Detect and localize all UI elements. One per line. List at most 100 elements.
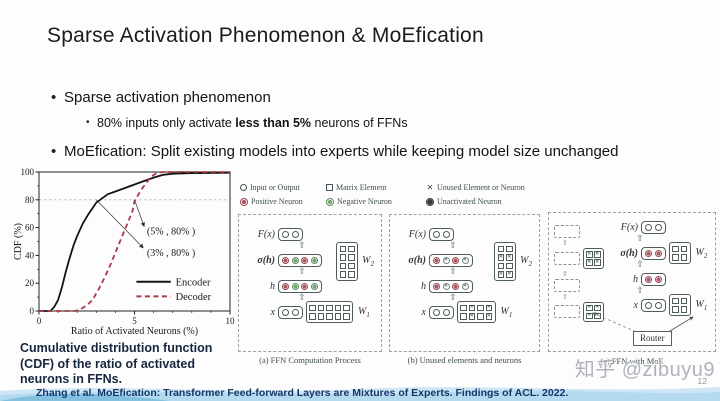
bottom-wave: Zhang et al. MoEfication: Transformer Fe… <box>0 379 720 401</box>
matrix-cell <box>309 304 316 311</box>
caption-panel-a: (a) FFN Computation Process <box>259 355 361 365</box>
wave-graphic <box>0 387 720 401</box>
matrix-cell <box>506 262 513 269</box>
io-neuron <box>282 308 289 316</box>
ffn-row: h <box>612 271 715 287</box>
matrix-cell <box>460 304 467 311</box>
panel-ffn-computation: F(x) ⇧ σ(h) ⇧ h ⇧ x W1 W2 <box>238 214 382 352</box>
svg-text:(3% , 80% ): (3% , 80% ) <box>147 248 195 259</box>
weight-label: W1 <box>695 298 708 312</box>
weight-matrix: ✕ ✕ ✕ ✕ <box>494 242 517 281</box>
up-arrow-icon: ⇧ <box>449 241 457 251</box>
crossed-cell: ✕ <box>497 270 505 278</box>
io-neuron <box>433 230 440 238</box>
matrix-cell <box>680 306 687 313</box>
neuron-pill <box>278 279 322 293</box>
io-neuron <box>282 230 289 238</box>
neuron-pill <box>278 227 303 241</box>
crossed-cell: ✕ <box>594 312 601 319</box>
legend-item: Matrix Element <box>326 181 426 194</box>
weight-label: W2 <box>695 246 708 260</box>
bullet-text: MoEfication: Split existing models into … <box>64 143 619 160</box>
matrix-cell <box>680 254 687 261</box>
matrix-cell <box>672 254 679 261</box>
crossed-cell: ✕ <box>586 304 593 311</box>
svg-text:Decoder: Decoder <box>176 292 212 303</box>
io-marker-icon <box>240 184 247 191</box>
math-label: h <box>421 280 426 292</box>
legend-label: Input or Output <box>250 183 300 192</box>
io-neuron <box>291 308 299 316</box>
crossed-neuron: ✕ <box>442 256 450 264</box>
expert-box <box>554 278 580 292</box>
math-label: x <box>421 306 426 318</box>
io-neuron <box>442 308 450 316</box>
math-label: σ(h) <box>620 247 638 259</box>
neg-marker-icon <box>326 197 334 206</box>
ffn-row: h <box>247 278 381 294</box>
citation: Zhang et al. MoEfication: Transformer Fe… <box>36 387 569 399</box>
pos-marker-icon <box>240 197 248 206</box>
positive-neuron <box>433 256 440 264</box>
cdf-chart: 0 20 40 60 80 100 0 5 10 (5% , 80% ) (3% , 80% ) En… <box>13 167 236 337</box>
matrix-cell <box>477 304 484 311</box>
ffn-row: h ✕ ✕ <box>398 278 539 294</box>
x-marker-icon: ✕ <box>426 182 434 192</box>
panel-unused-elements: F(x) ⇧ σ(h) ✕ ✕ ⇧ h ✕ ✕ ⇧ x ✕ ✕ ✕ ✕ W1 ✕ ✕ ✕ ✕ W2 <box>389 214 540 352</box>
ffn-row: x W1 <box>247 301 381 323</box>
io-neuron <box>442 230 450 238</box>
up-arrow-icon: ⇧ <box>298 241 306 251</box>
legend-item: Unactivated Neuron <box>426 195 594 208</box>
ffn-stack: F(x) ⇧ σ(h) W2 ⇧ h ⇧ x W1 <box>610 213 715 316</box>
neuron-pill: ✕ ✕ <box>429 279 473 293</box>
positive-neuron <box>282 282 289 290</box>
ffn-row: x W1 <box>612 294 715 316</box>
svg-text:10: 10 <box>226 316 236 326</box>
negative-neuron <box>291 256 299 264</box>
up-arrow-icon: ⇧ <box>636 234 644 244</box>
weight-matrix <box>668 242 691 264</box>
matrix-cell <box>339 271 347 278</box>
ffn-row: F(x) <box>247 226 381 242</box>
matrix-cell <box>497 262 505 269</box>
legend-item: Input or Output <box>240 181 326 194</box>
matrix-cell <box>672 297 679 304</box>
svg-text:Ratio of Activated Neurons (%): Ratio of Activated Neurons (%) <box>71 326 198 337</box>
svg-text:100: 100 <box>21 167 35 177</box>
neuron-pill <box>641 220 666 234</box>
matrix-cell <box>334 304 341 311</box>
io-neuron <box>645 301 652 309</box>
up-arrow-icon: ⇧ <box>449 267 457 277</box>
matrix-cell <box>348 254 355 261</box>
weight-subscript: 2 <box>703 251 708 260</box>
math-label: σ(h) <box>257 254 275 266</box>
panel-ffn-with-moe: ⇧ ✕ ✕ ✕ ✕ ⇧ ⇧ ✕ ✕ ✕ ✕ F(x) ⇧ σ(h) W2 ⇧ h ⇧ x W1 Router <box>548 212 716 352</box>
legend-item: Positive Neuron <box>240 195 326 208</box>
expert-column: ⇧ ✕ ✕ ✕ ✕ ⇧ ⇧ ✕ ✕ ✕ ✕ <box>549 213 610 351</box>
crossed-cell: ✕ <box>497 253 505 261</box>
positive-neuron <box>645 275 652 283</box>
weight-matrix <box>305 301 353 323</box>
up-arrow-icon: ⇧ <box>298 267 306 277</box>
positive-neuron <box>654 275 662 283</box>
matrix-cell <box>343 304 350 311</box>
crossed-neuron: ✕ <box>461 282 469 290</box>
matrix-cell <box>309 313 316 320</box>
weight-subscript: 1 <box>508 310 513 319</box>
crossed-cell: ✕ <box>468 304 475 311</box>
caption-panel-c: (c) FFN with MoE <box>600 356 664 366</box>
negative-neuron <box>310 282 318 290</box>
matrix-cell <box>317 304 324 311</box>
io-neuron <box>654 223 662 231</box>
weight-label: W2 <box>520 255 532 268</box>
crossed-cell: ✕ <box>586 258 593 266</box>
ffn-row: σ(h) W2 <box>612 242 715 264</box>
matrix-cell <box>672 245 679 252</box>
crossed-cell: ✕ <box>485 304 492 311</box>
math-label: σ(h) <box>408 254 426 266</box>
caption-panel-b: (b) Unused elements and neurons <box>407 355 522 365</box>
svg-text:(5% , 80% ): (5% , 80% ) <box>147 227 195 238</box>
svg-text:20: 20 <box>25 278 35 288</box>
svg-text:40: 40 <box>25 250 35 260</box>
expert-row: ✕ ✕ ✕ ✕ <box>554 301 604 322</box>
